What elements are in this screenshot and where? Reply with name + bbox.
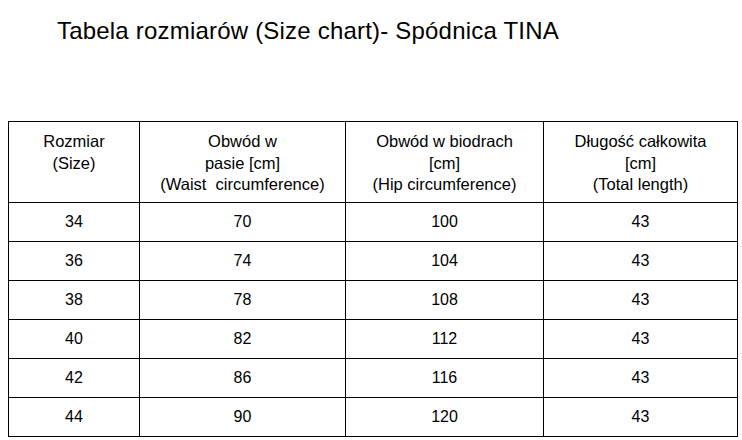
table-row: 44 90 120 43: [9, 398, 738, 437]
cell-length: 43: [544, 242, 738, 281]
header-row: Rozmiar (Size) Obwód w pasie [cm] (Waist…: [9, 122, 738, 203]
table-row: 40 82 112 43: [9, 320, 738, 359]
cell-waist: 78: [140, 281, 346, 320]
cell-waist: 90: [140, 398, 346, 437]
table-row: 38 78 108 43: [9, 281, 738, 320]
cell-waist: 70: [140, 203, 346, 242]
cell-length: 43: [544, 359, 738, 398]
cell-hip: 108: [346, 281, 544, 320]
table-row: 34 70 100 43: [9, 203, 738, 242]
cell-length: 43: [544, 203, 738, 242]
cell-length: 43: [544, 398, 738, 437]
size-chart-body: 34 70 100 43 36 74 104 43 38 78 108 43 4…: [9, 203, 738, 437]
cell-waist: 74: [140, 242, 346, 281]
cell-waist: 82: [140, 320, 346, 359]
cell-size: 36: [9, 242, 140, 281]
header-cell-total-length: Długość całkowita [cm] (Total length): [544, 122, 738, 203]
cell-length: 43: [544, 281, 738, 320]
cell-hip: 112: [346, 320, 544, 359]
cell-size: 34: [9, 203, 140, 242]
cell-hip: 100: [346, 203, 544, 242]
cell-hip: 120: [346, 398, 544, 437]
cell-hip: 116: [346, 359, 544, 398]
table-row: 36 74 104 43: [9, 242, 738, 281]
cell-size: 44: [9, 398, 140, 437]
cell-length: 43: [544, 320, 738, 359]
size-chart-table: Rozmiar (Size) Obwód w pasie [cm] (Waist…: [8, 121, 738, 437]
cell-size: 38: [9, 281, 140, 320]
header-cell-size: Rozmiar (Size): [9, 122, 140, 203]
cell-hip: 104: [346, 242, 544, 281]
table-row: 42 86 116 43: [9, 359, 738, 398]
cell-waist: 86: [140, 359, 346, 398]
header-cell-hip-circumference: Obwód w biodrach [cm] (Hip circumference…: [346, 122, 544, 203]
size-chart-header: Rozmiar (Size) Obwód w pasie [cm] (Waist…: [9, 122, 738, 203]
page-title: Tabela rozmiarów (Size chart)- Spódnica …: [57, 17, 559, 45]
header-cell-waist-circumference: Obwód w pasie [cm] (Waist circumference): [140, 122, 346, 203]
cell-size: 42: [9, 359, 140, 398]
cell-size: 40: [9, 320, 140, 359]
